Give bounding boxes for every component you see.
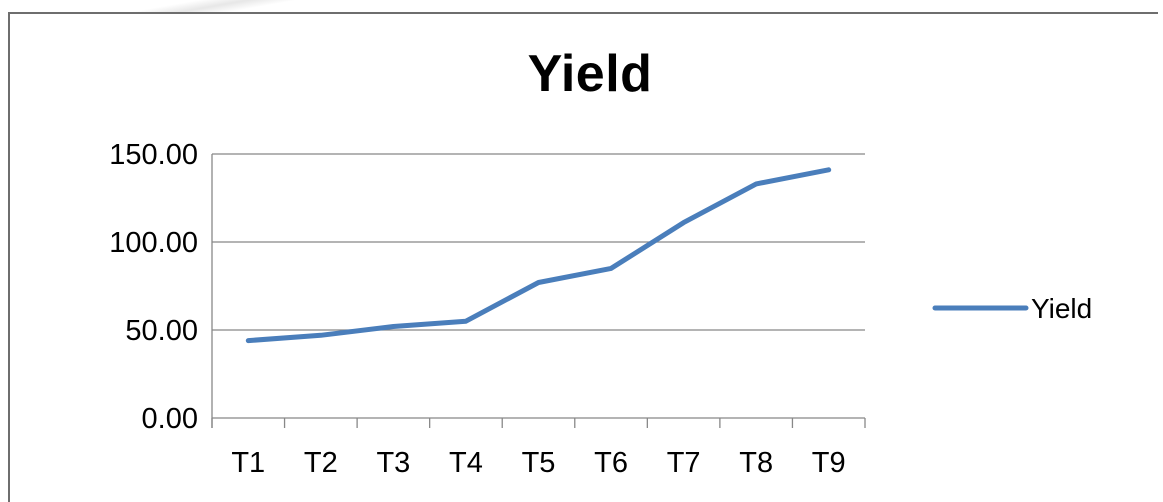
y-tick-label: 150.00 [109,139,198,171]
gridlines [212,154,865,418]
y-tick-label: 50.00 [125,315,198,347]
legend-label: Yield [1031,293,1092,324]
series-line [248,170,828,341]
x-tick-label: T8 [739,447,773,479]
x-tick-label: T1 [231,447,265,479]
y-tick-label: 100.00 [109,227,198,259]
y-tick-label: 0.00 [142,403,198,435]
series-lines [248,170,829,341]
x-tick-label: T5 [522,447,556,479]
x-tick-label: T7 [667,447,701,479]
x-tick-label: T4 [449,447,483,479]
x-tick-label: T2 [304,447,338,479]
legend: Yield [935,293,1092,324]
x-tick-label: T6 [594,447,628,479]
x-tick-label: T9 [812,447,846,479]
x-tick-label: T3 [376,447,410,479]
